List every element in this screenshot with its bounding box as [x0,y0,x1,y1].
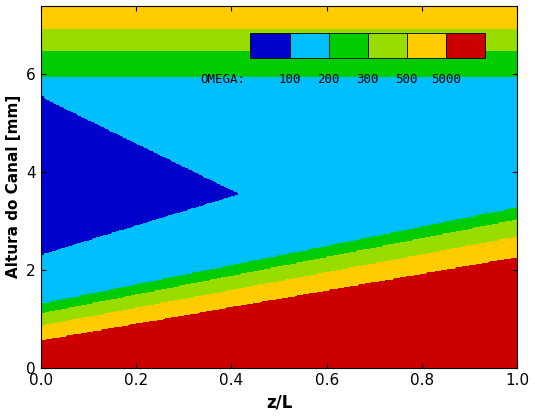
Bar [289,33,328,58]
Y-axis label: Altura do Canal [mm]: Altura do Canal [mm] [5,95,20,279]
Text: 500: 500 [395,73,418,85]
Text: 5000: 5000 [431,73,461,85]
X-axis label: z/L: z/L [266,394,292,412]
Text: OMEGA:: OMEGA: [201,73,246,85]
Bar [446,33,485,58]
Text: 100: 100 [278,73,301,85]
Bar [407,33,446,58]
Bar [250,33,289,58]
Bar [368,33,407,58]
Text: 200: 200 [317,73,340,85]
Bar [328,33,368,58]
Text: 300: 300 [356,73,379,85]
